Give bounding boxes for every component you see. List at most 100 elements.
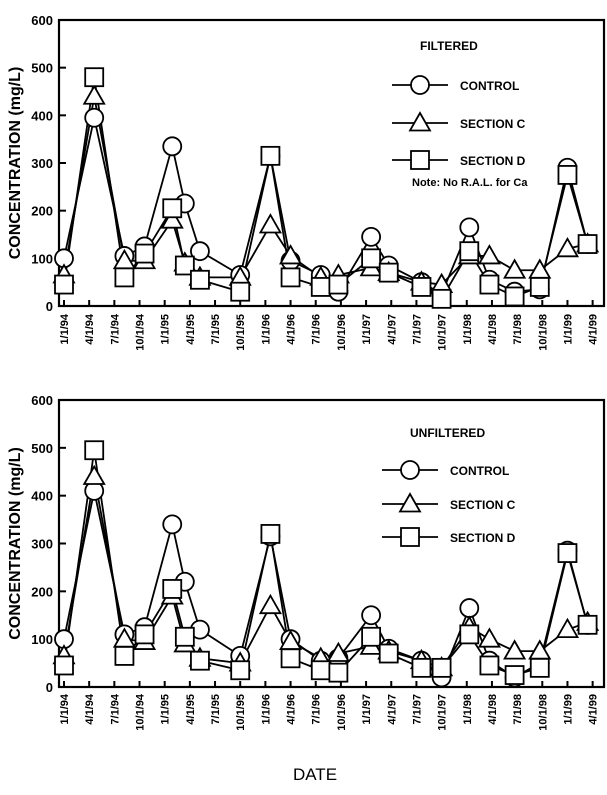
data-point-square <box>529 277 550 297</box>
data-point-square <box>577 614 598 635</box>
y-tick-label: 200 <box>31 204 53 219</box>
x-tick-label: 1/1/99 <box>562 694 574 725</box>
x-tick-label: 4/1/98 <box>487 314 499 345</box>
x-tick-label: 4/1/98 <box>487 694 499 725</box>
data-point-square <box>280 648 301 669</box>
x-tick-label: 10/1/97 <box>437 694 449 731</box>
data-point-triangle <box>326 641 350 662</box>
data-point-square <box>54 274 74 295</box>
y-tick-label: 300 <box>31 156 53 171</box>
data-point-square <box>84 440 105 461</box>
data-point-square <box>411 657 432 678</box>
data-point-circle <box>361 226 382 247</box>
data-point-triangle <box>82 464 106 485</box>
data-point-triangle <box>555 236 580 258</box>
data-point-square <box>431 288 452 309</box>
x-tick-label: 1/1/97 <box>361 314 373 345</box>
x-tick-label: 4/1/94 <box>84 693 96 724</box>
data-point-square <box>479 655 500 676</box>
data-point-square <box>260 524 281 544</box>
legend-marker-triangle <box>408 111 432 132</box>
x-tick-label: 1/1/99 <box>562 314 574 345</box>
x-tick-label: 1/1/94 <box>59 693 71 724</box>
x-tick-label: 7/1/98 <box>512 694 524 725</box>
data-point-triangle <box>503 258 527 279</box>
x-tick-label: 1/1/94 <box>59 313 71 344</box>
data-point-triangle <box>528 639 552 660</box>
panel-unfiltered: 0 100 200 300 400 500 600 1/1/94 4/1/94 7/1/94 10/… <box>7 393 606 731</box>
data-point-square <box>134 243 155 264</box>
data-point-square <box>328 662 349 683</box>
data-point-square <box>190 269 210 290</box>
x-tick-label: 10/1/97 <box>437 314 449 351</box>
data-point-triangle <box>258 593 282 615</box>
data-point-square <box>479 274 500 295</box>
x-tick-label: 4/1/97 <box>386 694 398 725</box>
data-point-square <box>310 660 331 681</box>
panel-filtered: 0 100 200 300 400 500 600 1/1/94 4/1/94 7/1/94 10/… <box>7 13 606 351</box>
data-point-square <box>504 665 525 685</box>
y-tick-label: 500 <box>31 441 53 456</box>
x-tick-label: 1/1/98 <box>462 694 474 725</box>
data-point-square <box>280 267 301 288</box>
y-tick-label: 600 <box>31 13 53 28</box>
x-axis-title: DATE <box>293 765 337 784</box>
x-tick-label: 4/1/97 <box>386 314 398 345</box>
data-point-square <box>174 255 195 276</box>
data-point-circle <box>84 107 105 128</box>
legend-marker-square <box>400 527 420 547</box>
x-tick-label: 4/1/99 <box>588 694 600 725</box>
x-tick-label: 10/1/94 <box>135 693 147 731</box>
y-tick-label: 300 <box>31 537 53 552</box>
data-point-triangle <box>528 258 552 279</box>
data-point-circle <box>459 598 480 618</box>
data-point-square <box>557 165 578 185</box>
x-tick-label: 7/1/95 <box>210 694 222 725</box>
legend-label: SECTION C <box>460 117 526 131</box>
data-point-triangle <box>503 639 527 660</box>
data-point-triangle <box>279 244 303 265</box>
y-tick-label: 400 <box>31 108 53 123</box>
x-tick-label: 4/1/99 <box>588 314 600 345</box>
x-tick-label: 1/1/95 <box>160 314 172 345</box>
data-point-square <box>260 145 281 166</box>
data-point-square <box>459 624 480 645</box>
legend-marker-square <box>410 150 430 170</box>
data-point-square <box>84 67 105 88</box>
data-point-square <box>162 579 183 599</box>
x-tick-label: 1/1/98 <box>462 314 474 345</box>
x-tick-label: 7/1/94 <box>109 313 121 344</box>
legend-title: UNFILTERED <box>410 426 485 440</box>
data-point-square <box>378 643 399 664</box>
x-tick-label: 7/1/96 <box>311 314 323 345</box>
data-point-circle <box>162 514 183 535</box>
data-point-square <box>459 241 480 262</box>
x-tick-label: 1/1/96 <box>260 694 272 725</box>
x-tick-label: 4/1/95 <box>185 694 197 725</box>
x-tick-label: 7/1/97 <box>411 694 423 725</box>
data-point-square <box>557 543 578 563</box>
y-axis-title: CONCENTRATION (mg/L) <box>7 447 24 640</box>
legend-label: CONTROL <box>460 79 519 93</box>
legend-marker-circle <box>400 460 420 480</box>
y-tick-label: 100 <box>31 632 53 647</box>
x-tick-label: 1/1/96 <box>260 314 272 345</box>
x-tick-label: 7/1/96 <box>311 694 323 725</box>
x-tick-label: 10/1/96 <box>336 314 348 351</box>
data-point-square <box>174 626 195 647</box>
y-tick-label: 0 <box>46 680 53 695</box>
data-point-square <box>361 626 382 647</box>
x-tick-label: 1/1/97 <box>361 694 373 725</box>
data-point-circle <box>162 136 183 157</box>
data-point-square <box>134 624 155 645</box>
legend-label: CONTROL <box>450 464 509 478</box>
x-tick-label: 10/1/95 <box>235 314 247 351</box>
x-tick-label: 4/1/95 <box>185 314 197 345</box>
data-point-square <box>361 248 382 269</box>
x-tick-label: 7/1/97 <box>411 314 423 345</box>
data-point-square <box>162 198 183 219</box>
x-tick-label: 1/1/95 <box>160 694 172 725</box>
x-tick-label: 10/1/98 <box>537 314 549 351</box>
data-point-circle <box>459 217 480 238</box>
